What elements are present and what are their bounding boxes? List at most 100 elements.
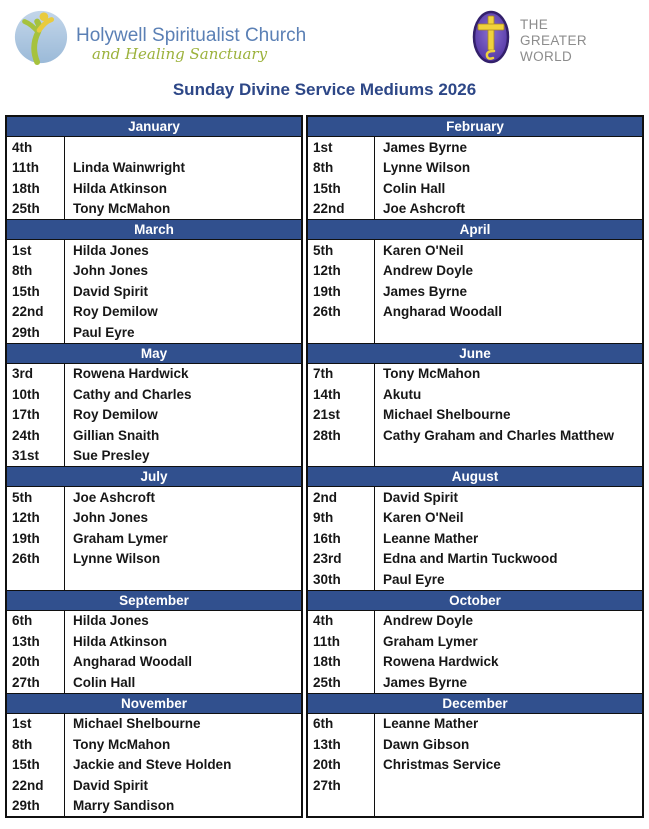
medium-name: Rowena Hardwick [383, 654, 499, 670]
month-header: August [308, 466, 642, 487]
medium-name: David Spirit [383, 489, 459, 505]
schedule-row: 22nd Joe Ashcroft [308, 198, 642, 219]
greater-world-line: WORLD [519, 48, 573, 64]
month-header: June [308, 342, 642, 364]
service-date: 21st [308, 404, 375, 425]
medium-name: Michael Shelbourne [383, 407, 511, 423]
medium-name: Karen O'Neil [383, 510, 464, 526]
service-date: 24th [7, 425, 65, 446]
medium-name: James Byrne [383, 139, 468, 155]
schedule-row: 21st Michael Shelbourne [308, 404, 642, 425]
schedule-row: 17th Roy Demilow [7, 404, 301, 425]
service-date: 13th [7, 631, 65, 652]
schedule-row: 1st Michael Shelbourne [7, 713, 301, 734]
schedule-row: 4th Andrew Doyle [308, 610, 642, 631]
service-date: 6th [7, 610, 65, 631]
left-table: January 4th 11th Linda Wainwright 18th Hilda … [5, 115, 303, 818]
schedule-row: 30th Paul Eyre [308, 569, 642, 590]
medium-name: Sue Presley [73, 448, 150, 464]
medium-name: Tony McMahon [73, 736, 171, 752]
schedule-row: 18th Rowena Hardwick [308, 651, 642, 672]
month-header: March [7, 219, 301, 240]
month-body: 1st James Byrne 8th Lynne Wilson 15th Colin H… [308, 137, 642, 219]
month-body: 7th Tony McMahon 14th Akutu 21st Michael Shel… [308, 363, 642, 466]
service-date: 19th [308, 281, 375, 302]
church-name: Holywell Spiritualist Church [76, 24, 307, 46]
medium-name: James Byrne [383, 283, 468, 299]
schedule-row: 26th Lynne Wilson [7, 548, 301, 569]
month-body: 6th Hilda Jones 13th Hilda Atkinson 20th Angh… [7, 610, 301, 693]
medium-name: Karen O'Neil [383, 242, 464, 258]
schedule-row: 5th Joe Ashcroft [7, 487, 301, 508]
schedule-row: 6th Leanne Mather [308, 713, 642, 734]
schedule-row: 29th Paul Eyre [7, 322, 301, 343]
schedule-row: 29th Marry Sandison [7, 795, 301, 816]
schedule-tables: January 4th 11th Linda Wainwright 18th Hilda … [0, 115, 649, 818]
service-date: 8th [7, 734, 65, 755]
medium-name: James Byrne [383, 674, 468, 690]
service-date: 5th [308, 240, 375, 261]
medium-name: Angharad Woodall [383, 304, 503, 320]
month-header: September [7, 589, 301, 611]
schedule-row: 15th David Spirit [7, 281, 301, 302]
service-date: 14th [308, 384, 375, 405]
service-date: 27th [308, 775, 375, 796]
schedule-row: 16th Leanne Mather [308, 528, 642, 549]
schedule-row: 22nd Roy Demilow [7, 301, 301, 322]
month-section-may: May 3rd Rowena Hardwick 10th Cathy and Charl… [7, 342, 301, 466]
medium-name: Andrew Doyle [383, 613, 474, 629]
medium-name: Cathy and Charles [73, 386, 192, 402]
service-date: 31st [7, 445, 65, 466]
greater-world-cross-icon [471, 9, 511, 70]
month-section-january: January 4th 11th Linda Wainwright 18th Hilda … [7, 117, 301, 219]
medium-name: John Jones [73, 510, 149, 526]
schedule-row: 15th Jackie and Steve Holden [7, 754, 301, 775]
service-date: 13th [308, 734, 375, 755]
medium-name: Cathy Graham and Charles Matthew [383, 427, 615, 443]
medium-name: Colin Hall [73, 674, 136, 690]
service-date: 30th [308, 569, 375, 590]
schedule-row [7, 569, 301, 590]
schedule-row: 20th Angharad Woodall [7, 651, 301, 672]
schedule-row: 2nd David Spirit [308, 487, 642, 508]
schedule-row: 25th James Byrne [308, 672, 642, 693]
service-date: 3rd [7, 363, 65, 384]
service-date: 10th [7, 384, 65, 405]
medium-name: Paul Eyre [73, 324, 135, 340]
medium-name [375, 322, 383, 343]
medium-name: Gillian Snaith [73, 427, 160, 443]
schedule-row: 28th Cathy Graham and Charles Matthew [308, 425, 642, 446]
service-date [308, 322, 375, 343]
medium-name: Hilda Jones [73, 613, 149, 629]
medium-name: Angharad Woodall [73, 654, 193, 670]
schedule-row: 25th Tony McMahon [7, 198, 301, 219]
schedule-row: 14th Akutu [308, 384, 642, 405]
medium-name: Joe Ashcroft [73, 489, 156, 505]
service-date: 2nd [308, 487, 375, 508]
month-header: February [308, 117, 642, 137]
schedule-row: 19th James Byrne [308, 281, 642, 302]
service-date: 1st [7, 713, 65, 734]
schedule-row: 8th Lynne Wilson [308, 157, 642, 178]
medium-name: Joe Ashcroft [383, 201, 466, 217]
service-date: 16th [308, 528, 375, 549]
greater-world-logo-block: THE GREATER WORLD [471, 7, 587, 70]
schedule-row: 27th [308, 775, 642, 796]
medium-name: David Spirit [73, 777, 149, 793]
medium-name: Colin Hall [383, 180, 446, 196]
medium-name: Graham Lymer [383, 633, 478, 649]
medium-name: Graham Lymer [73, 530, 168, 546]
service-date: 5th [7, 487, 65, 508]
month-header: April [308, 219, 642, 240]
church-figure-logo-icon [12, 7, 70, 70]
month-body: 1st Hilda Jones 8th John Jones 15th David Spi… [7, 240, 301, 343]
month-header: October [308, 589, 642, 611]
month-body: 6th Leanne Mather 13th Dawn Gibson 20th Chris… [308, 713, 642, 816]
service-date: 20th [308, 754, 375, 775]
service-date: 27th [7, 672, 65, 693]
medium-name: Michael Shelbourne [73, 716, 201, 732]
service-date: 20th [7, 651, 65, 672]
service-date: 1st [7, 240, 65, 261]
service-date: 11th [308, 631, 375, 652]
schedule-row: 8th Tony McMahon [7, 734, 301, 755]
